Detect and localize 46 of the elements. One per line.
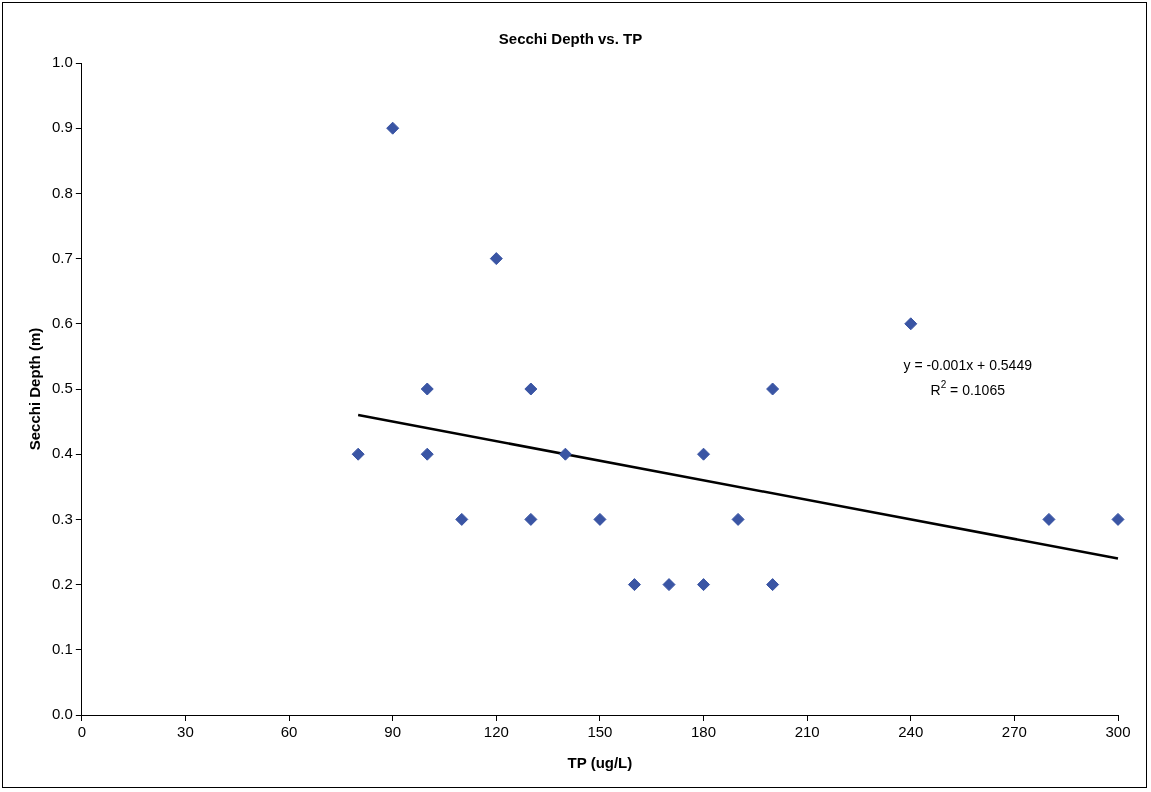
point (766, 578, 780, 592)
y-tick-label: 0.4 (51, 444, 73, 462)
y-axis-title: Secchi Depth (m) (26, 327, 44, 451)
x-tick-label: 0 (77, 723, 87, 741)
y-tick-label: 0.1 (51, 639, 73, 657)
y-tick-label: 0.2 (51, 574, 73, 592)
x-tick-label: 30 (177, 723, 194, 741)
point (524, 512, 538, 526)
x-tick-label: 60 (280, 723, 298, 741)
y-tick-label: 0.8 (51, 183, 73, 201)
y-tick-label: 0.9 (51, 118, 73, 136)
x-tick-label: 90 (384, 723, 402, 741)
x-tick-label: 180 (691, 723, 717, 741)
x-tick-label: 240 (898, 723, 924, 741)
point (904, 317, 918, 331)
point (558, 447, 572, 461)
point (524, 382, 538, 396)
y-tick-label: 0.0 (51, 705, 73, 723)
y-tick-label: 0.7 (51, 248, 73, 266)
point (1042, 512, 1056, 526)
point (731, 512, 745, 526)
y-tick-label: 0.3 (51, 509, 73, 527)
point (662, 578, 676, 592)
point (697, 578, 711, 592)
x-tick-label: 120 (483, 723, 509, 741)
annotation: y = -0.001x + 0.5449 (903, 357, 1033, 374)
point (455, 512, 469, 526)
point (627, 578, 641, 592)
point (351, 447, 365, 461)
point (766, 382, 780, 396)
y-tick-label: 1.0 (51, 53, 73, 71)
x-tick-label: 270 (1001, 723, 1027, 741)
x-tick-label: 300 (1105, 723, 1131, 741)
point (1111, 512, 1125, 526)
point (593, 512, 607, 526)
point (489, 252, 503, 266)
x-axis-title: TP (ug/L) (567, 754, 633, 772)
x-tick-label: 150 (587, 723, 613, 741)
point (386, 121, 400, 135)
point (420, 447, 434, 461)
chart-title: Secchi Depth vs. TP (498, 30, 643, 48)
y-tick-label: 0.6 (51, 313, 73, 331)
x-tick-label: 210 (794, 723, 820, 741)
point (420, 382, 434, 396)
y-tick-label: 0.5 (51, 379, 73, 397)
point (697, 447, 711, 461)
